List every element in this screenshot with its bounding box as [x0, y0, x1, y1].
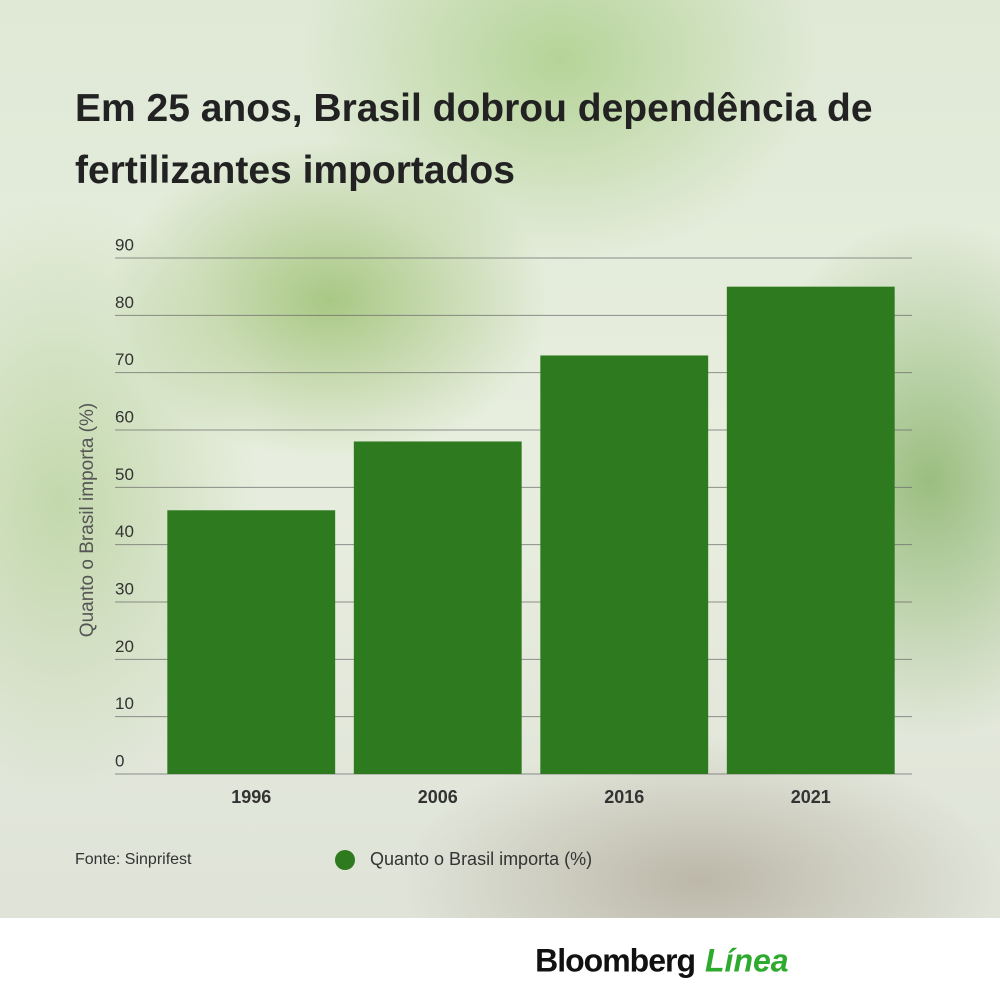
bar — [726, 286, 895, 774]
y-tick-label: 70 — [115, 350, 134, 369]
x-tick-label: 2016 — [604, 787, 644, 807]
y-tick-label: 90 — [115, 235, 134, 254]
y-tick-label: 60 — [115, 407, 134, 426]
legend-label: Quanto o Brasil importa (%) — [370, 849, 592, 869]
y-tick-label: 50 — [115, 465, 134, 484]
brand-suffix: Línea — [705, 942, 789, 978]
y-tick-label: 40 — [115, 522, 134, 541]
legend-swatch — [335, 850, 355, 870]
y-axis-label: Quanto o Brasil importa (%) — [77, 403, 98, 637]
bar — [353, 441, 522, 774]
x-tick-label: 1996 — [231, 787, 271, 807]
y-tick-label: 30 — [115, 579, 134, 598]
y-tick-label: 0 — [115, 751, 124, 770]
source: Fonte: Sinprifest — [75, 851, 192, 868]
x-tick-label: 2006 — [418, 787, 458, 807]
x-tick-label: 2021 — [791, 787, 831, 807]
bar — [167, 510, 336, 774]
y-tick-label: 10 — [115, 694, 134, 713]
y-tick-label: 80 — [115, 293, 134, 312]
bar — [540, 355, 709, 774]
y-tick-label: 20 — [115, 637, 134, 656]
brand-name: Bloomberg — [535, 942, 695, 978]
chart-title: Em 25 anos, Brasil dobrou dependência de… — [75, 87, 873, 192]
